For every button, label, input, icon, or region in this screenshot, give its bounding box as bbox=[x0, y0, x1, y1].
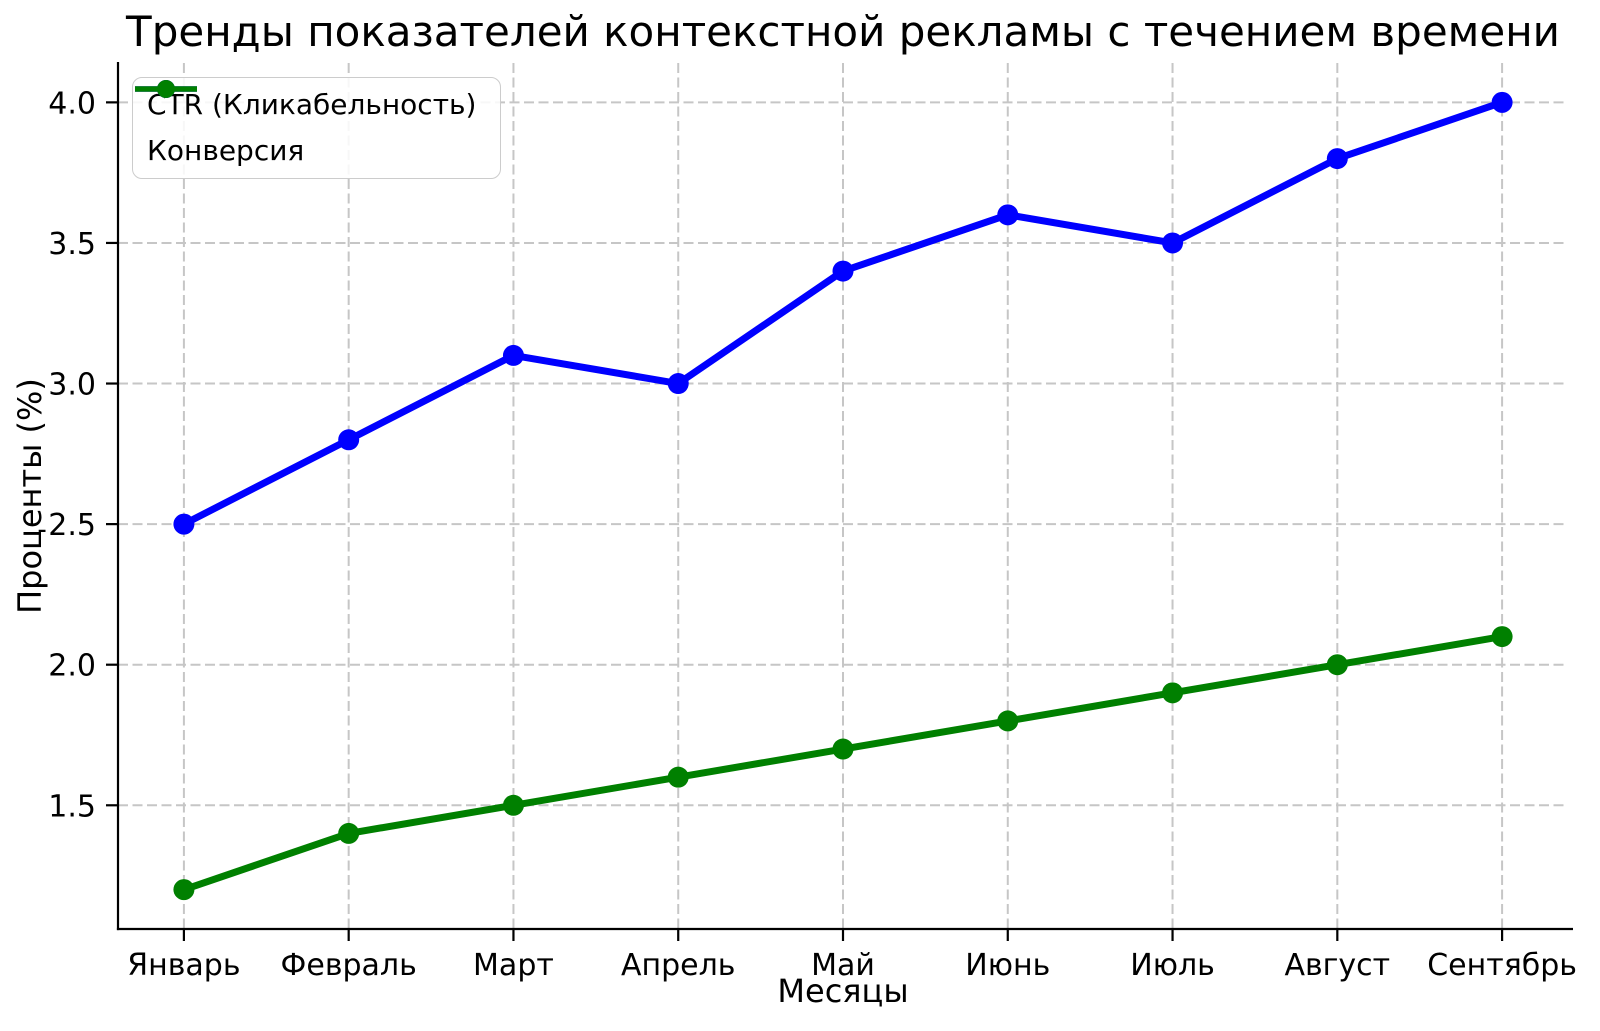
x-tick-label: Июнь bbox=[965, 948, 1050, 983]
data-point-series-0 bbox=[502, 344, 524, 366]
data-point-series-1 bbox=[832, 738, 854, 760]
x-tick-label: Август bbox=[1284, 948, 1390, 983]
data-point-series-0 bbox=[338, 429, 360, 451]
chart-title: Тренды показателей контекстной рекламы с… bbox=[126, 7, 1560, 56]
data-point-series-1 bbox=[997, 710, 1019, 732]
conversion-line-marker-swatch bbox=[135, 80, 197, 98]
y-tick-label: 1.5 bbox=[48, 789, 96, 824]
data-point-series-0 bbox=[1162, 232, 1184, 254]
legend-label-ctr: CTR (Кликабельность) bbox=[147, 88, 477, 121]
data-point-series-1 bbox=[1162, 682, 1184, 704]
data-point-series-0 bbox=[173, 513, 195, 535]
x-tick-label: Март bbox=[473, 948, 554, 983]
y-tick-label: 3.0 bbox=[48, 368, 96, 403]
data-point-series-1 bbox=[502, 794, 524, 816]
x-tick-label: Сентябрь bbox=[1427, 948, 1577, 983]
data-point-series-0 bbox=[1491, 91, 1513, 113]
y-axis-label: Проценты (%) bbox=[11, 378, 49, 614]
x-tick-label: Май bbox=[811, 948, 875, 983]
data-point-series-0 bbox=[832, 260, 854, 282]
y-tick-label: 3.5 bbox=[48, 227, 96, 262]
y-tick-label: 4.0 bbox=[48, 86, 96, 121]
x-tick-label: Июль bbox=[1130, 948, 1215, 983]
x-axis-label: Месяцы bbox=[777, 972, 909, 1010]
y-tick-label: 2.5 bbox=[48, 508, 96, 543]
legend-label-conversion: Конверсия bbox=[147, 134, 305, 167]
data-point-series-1 bbox=[1326, 654, 1348, 676]
data-point-series-1 bbox=[173, 879, 195, 901]
x-tick-label: Февраль bbox=[281, 948, 417, 983]
data-point-series-0 bbox=[997, 204, 1019, 226]
data-point-series-1 bbox=[667, 766, 689, 788]
legend-entry-conversion: Конверсия bbox=[135, 80, 476, 168]
data-point-series-1 bbox=[1491, 626, 1513, 648]
data-point-series-0 bbox=[1326, 148, 1348, 170]
data-point-series-0 bbox=[667, 373, 689, 395]
legend: CTR (Кликабельность) Конверсия bbox=[132, 77, 502, 179]
x-tick-label: Апрель bbox=[621, 948, 736, 983]
y-tick-label: 2.0 bbox=[48, 649, 96, 684]
data-point-series-1 bbox=[338, 822, 360, 844]
x-tick-label: Январь bbox=[127, 948, 240, 983]
